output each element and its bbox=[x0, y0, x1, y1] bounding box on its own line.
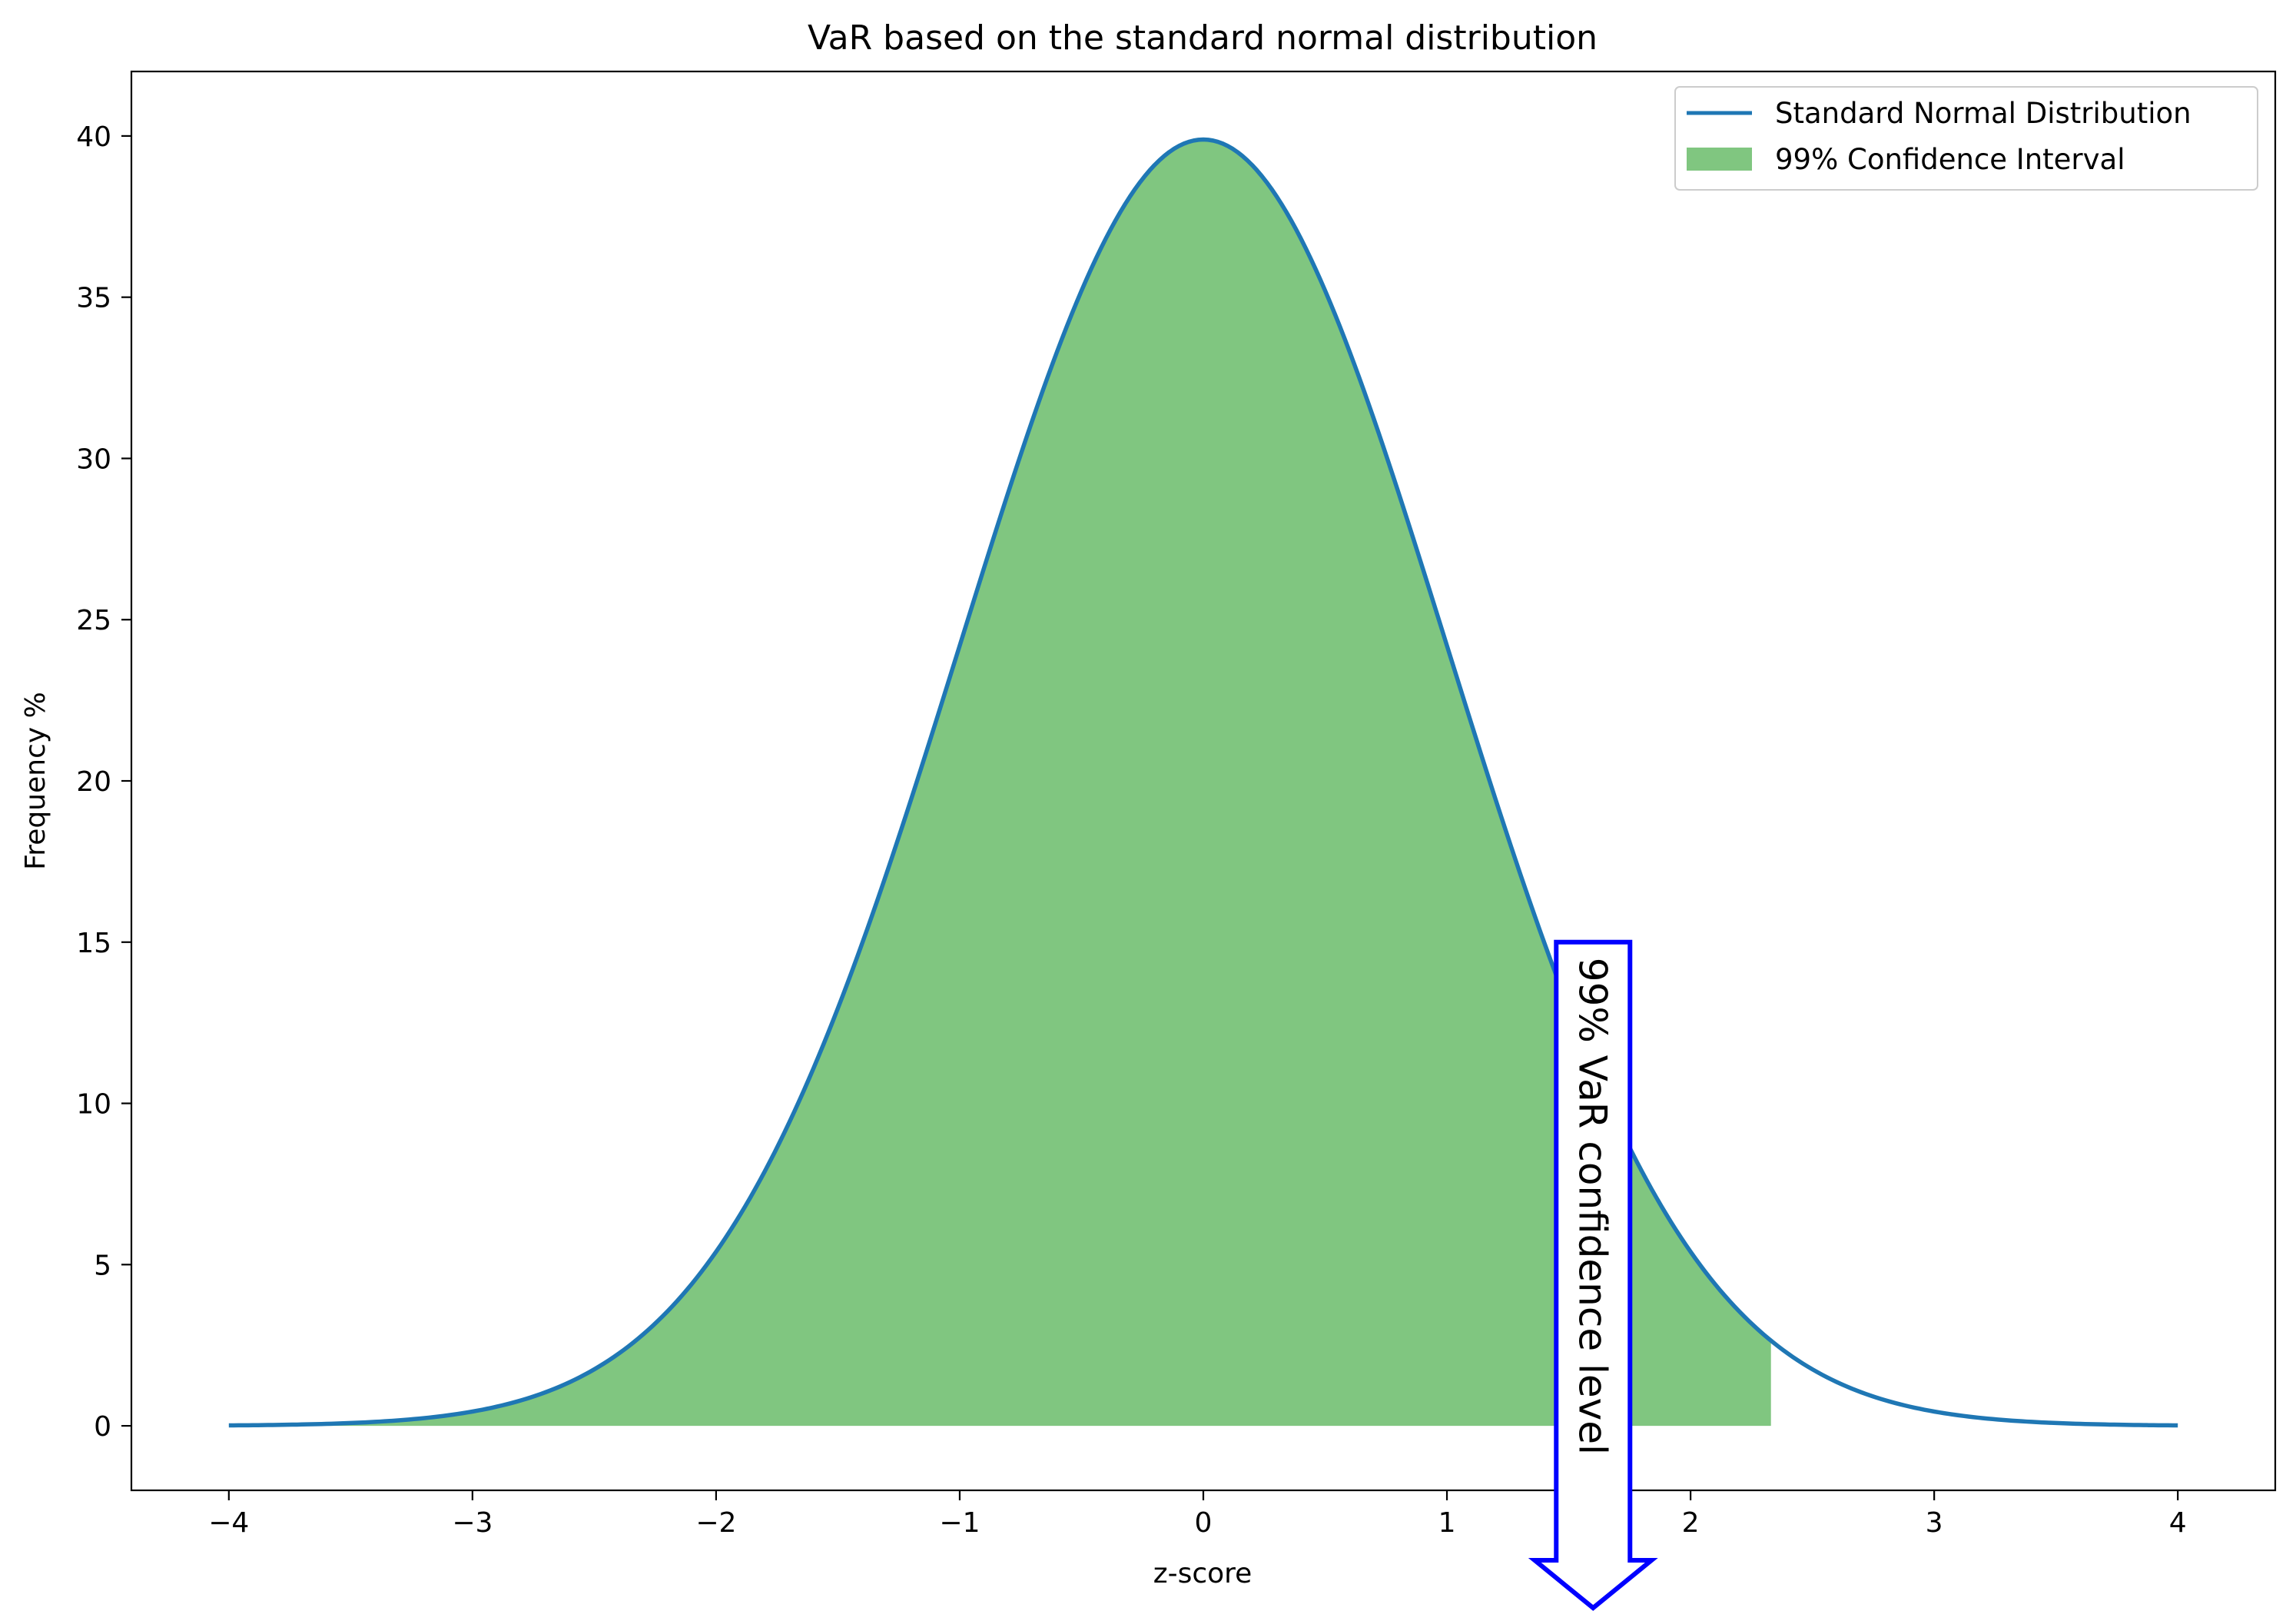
confidence-interval-area bbox=[228, 139, 1771, 1427]
plot-fill-layer bbox=[228, 139, 1771, 1427]
plot-line-layer bbox=[228, 137, 2178, 1428]
y-tick-label: 30 bbox=[76, 443, 111, 475]
x-axis-label: z-score bbox=[1153, 1558, 1253, 1589]
x-tick-label: 3 bbox=[1926, 1507, 1943, 1539]
annotation-arrow bbox=[1528, 939, 1658, 1611]
y-tick-label: 15 bbox=[76, 928, 111, 959]
x-tick-label: −2 bbox=[695, 1507, 736, 1539]
legend: Standard Normal Distribution 99% Confide… bbox=[1674, 86, 2258, 191]
x-tick-label: 4 bbox=[2169, 1507, 2187, 1539]
x-tick-label: 0 bbox=[1195, 1507, 1213, 1539]
y-tick-label: 10 bbox=[76, 1089, 111, 1121]
y-axis-label: Frequency % bbox=[20, 692, 51, 870]
legend-fill-swatch bbox=[1687, 148, 1752, 171]
distribution-line bbox=[228, 137, 2178, 1428]
y-axis: 0 5 10 15 20 25 30 35 40 bbox=[76, 121, 131, 1443]
chart-title: VaR based on the standard normal distrib… bbox=[808, 18, 1598, 58]
x-tick-label: −3 bbox=[452, 1507, 493, 1539]
y-tick-label: 40 bbox=[76, 121, 111, 153]
x-tick-label: 2 bbox=[1682, 1507, 1700, 1539]
x-tick-label: −1 bbox=[939, 1507, 980, 1539]
y-tick-label: 0 bbox=[94, 1411, 111, 1443]
y-tick-label: 25 bbox=[76, 605, 111, 636]
y-tick-label: 20 bbox=[76, 766, 111, 798]
x-tick-label: −4 bbox=[208, 1507, 249, 1539]
legend-box bbox=[1674, 86, 2258, 191]
y-tick-label: 5 bbox=[94, 1250, 111, 1281]
annotation-text: 99% VaR confidence level bbox=[1570, 958, 1614, 1455]
legend-label-confidence: 99% Confidence Interval bbox=[1775, 143, 2125, 176]
var-annotation: 99% VaR confidence level bbox=[1528, 939, 1658, 1611]
x-axis: −4 −3 −2 −1 0 1 2 3 4 bbox=[208, 1490, 2187, 1539]
x-tick-label: 1 bbox=[1438, 1507, 1456, 1539]
y-tick-label: 35 bbox=[76, 283, 111, 314]
legend-label-distribution: Standard Normal Distribution bbox=[1775, 97, 2191, 130]
